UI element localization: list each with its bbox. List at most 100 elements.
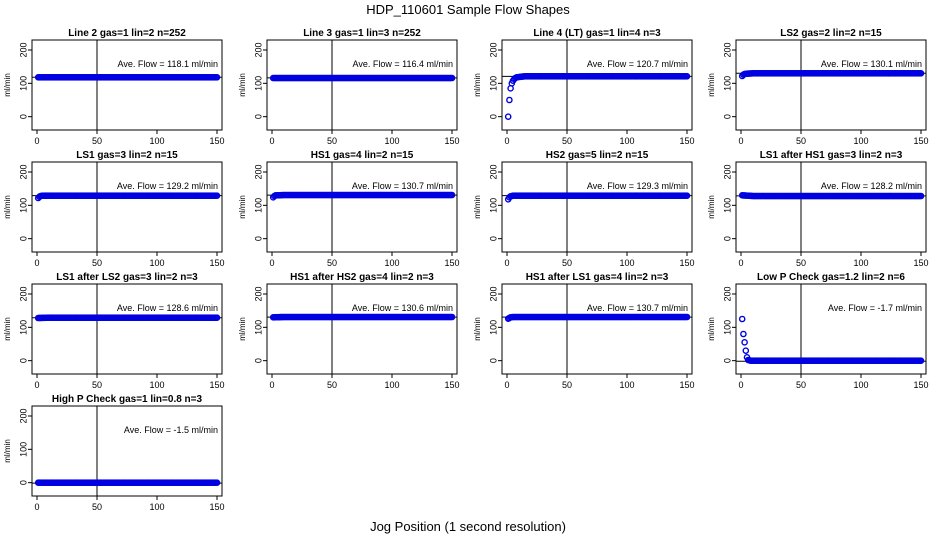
plot-frame (266, 39, 458, 131)
y-tick-label: 100 (488, 76, 498, 91)
annotation-ave-flow: Ave. Flow = 130.1 ml/min (821, 59, 922, 69)
y-axis-label: ml/min (473, 195, 482, 219)
x-axis-title: Jog Position (1 second resolution) (370, 519, 566, 534)
y-tick-label: 200 (18, 286, 28, 301)
plot-frame (501, 39, 693, 131)
x-tick-label: 150 (444, 258, 459, 268)
data-point (917, 192, 925, 200)
data-point (683, 313, 691, 321)
x-tick-label: 0 (738, 136, 743, 146)
y-tick-label: 100 (18, 320, 28, 335)
x-tick-label: 50 (92, 258, 102, 268)
x-tick-label: 150 (444, 136, 459, 146)
y-axis-label: ml/min (238, 317, 247, 341)
y-axis-label: ml/min (3, 317, 12, 341)
x-tick-label: 100 (619, 380, 634, 390)
y-tick-label: 200 (722, 286, 732, 301)
x-tick-label: 100 (384, 136, 399, 146)
x-tick-label: 0 (269, 136, 274, 146)
data-point (917, 70, 925, 77)
y-axis-label: ml/min (707, 195, 716, 219)
y-tick-label: 0 (18, 358, 28, 363)
annotation-ave-flow: Ave. Flow = -1.7 ml/min (828, 303, 922, 313)
x-tick-label: 100 (384, 380, 399, 390)
y-tick-label: 100 (253, 320, 263, 335)
y-tick-label: 100 (18, 442, 28, 457)
x-tick-label: 50 (327, 380, 337, 390)
x-tick-label: 100 (149, 502, 164, 512)
y-tick-label: 200 (722, 42, 732, 57)
annotation-ave-flow: Ave. Flow = 116.4 ml/min (353, 59, 453, 69)
y-tick-label: 0 (253, 236, 263, 241)
panel-title: LS2 gas=2 lin=2 n=15 (780, 28, 882, 39)
panel: LS2 gas=2 lin=2 n=15 0 100 200 ml/min 0 50 100 1… (707, 28, 929, 146)
figure-title: HDP_110601 Sample Flow Shapes (366, 2, 570, 17)
x-tick-label: 50 (327, 136, 337, 146)
x-tick-label: 0 (34, 380, 39, 390)
plot-frame (266, 161, 458, 253)
panel: LS1 after HS1 gas=3 lin=2 n=3 0 100 200 ml/m… (707, 150, 929, 268)
x-tick-label: 50 (92, 136, 102, 146)
data-point (213, 74, 221, 81)
x-tick-label: 50 (796, 380, 806, 390)
y-tick-label: 200 (253, 164, 263, 179)
panel-title: LS1 after LS2 gas=3 lin=2 n=3 (56, 272, 198, 283)
x-tick-label: 100 (384, 258, 399, 268)
plot-frame (501, 161, 693, 253)
annotation-ave-flow: Ave. Flow = 129.3 ml/min (587, 181, 688, 191)
y-axis-label: ml/min (238, 195, 247, 219)
x-tick-label: 150 (209, 258, 224, 268)
y-tick-label: 100 (488, 320, 498, 335)
data-point (683, 73, 691, 80)
x-tick-label: 0 (738, 380, 743, 390)
x-tick-label: 0 (269, 258, 274, 268)
y-tick-label: 0 (488, 358, 498, 363)
annotation-ave-flow: Ave. Flow = 130.6 ml/min (352, 303, 453, 313)
x-tick-label: 100 (853, 380, 868, 390)
data-point (740, 330, 747, 338)
panel: LS1 gas=3 lin=2 n=15 0 100 200 ml/min 0 50 100 1… (3, 150, 225, 268)
y-tick-label: 100 (722, 320, 732, 335)
x-tick-label: 0 (738, 258, 743, 268)
panel-title: LS1 gas=3 lin=2 n=15 (76, 150, 178, 161)
x-tick-label: 150 (444, 380, 459, 390)
panel-title: Low P Check gas=1.2 lin=2 n=6 (757, 272, 905, 283)
plot-frame (501, 283, 693, 375)
data-point (742, 347, 750, 354)
x-tick-label: 100 (853, 136, 868, 146)
y-tick-label: 0 (18, 480, 28, 485)
y-axis-label: ml/min (3, 439, 12, 463)
y-tick-label: 100 (722, 198, 732, 213)
y-tick-label: 0 (253, 114, 263, 119)
x-tick-label: 50 (562, 136, 572, 146)
data-point (738, 315, 746, 323)
x-tick-label: 100 (619, 136, 634, 146)
x-tick-label: 100 (149, 258, 164, 268)
y-tick-label: 200 (18, 42, 28, 57)
x-tick-label: 100 (853, 258, 868, 268)
x-tick-label: 150 (679, 258, 694, 268)
x-tick-label: 0 (504, 136, 509, 146)
panel: Line 3 gas=1 lin=3 n=252 0 100 200 ml/min 0 50… (238, 28, 460, 146)
x-tick-label: 50 (796, 258, 806, 268)
y-tick-label: 100 (18, 76, 28, 91)
annotation-ave-flow: Ave. Flow = 118.1 ml/min (118, 59, 218, 69)
y-tick-label: 100 (722, 76, 732, 91)
plot-frame (31, 405, 223, 497)
y-tick-label: 200 (488, 286, 498, 301)
panel: LS1 after LS2 gas=3 lin=2 n=3 0 100 200 ml/m… (3, 272, 225, 390)
y-tick-label: 200 (18, 164, 28, 179)
y-tick-label: 0 (722, 114, 732, 119)
panel: HS1 after LS1 gas=4 lin=2 n=3 0 100 200 ml/m… (473, 272, 695, 390)
panel: Line 4 (LT) gas=1 lin=4 n=3 0 100 200 ml/min… (473, 28, 695, 146)
panel-title: HS1 gas=4 lin=2 n=15 (311, 150, 414, 161)
x-tick-label: 150 (209, 136, 224, 146)
x-tick-label: 150 (209, 380, 224, 390)
panel-title: LS1 after HS1 gas=3 lin=2 n=3 (760, 150, 903, 161)
x-tick-label: 50 (327, 258, 337, 268)
x-tick-label: 0 (34, 502, 39, 512)
x-tick-label: 150 (913, 258, 928, 268)
x-tick-label: 50 (796, 136, 806, 146)
x-tick-label: 50 (92, 502, 102, 512)
